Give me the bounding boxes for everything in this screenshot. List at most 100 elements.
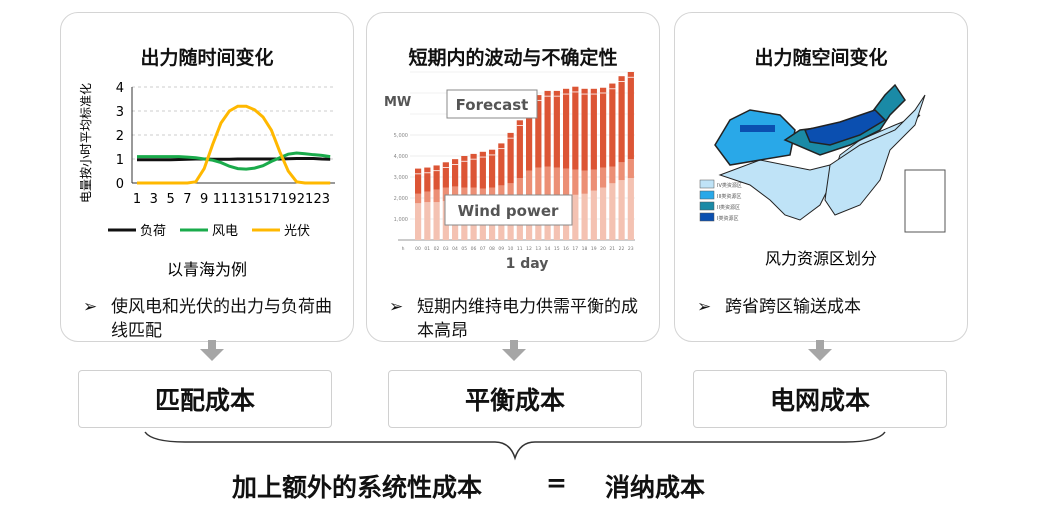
bar-segment	[498, 185, 505, 200]
bar-segment	[535, 95, 542, 168]
bottom-right-text: 消纳成本	[605, 473, 706, 502]
bar-segment	[572, 194, 579, 240]
y-tick-label: 2	[116, 129, 124, 144]
bar-segment	[442, 162, 449, 188]
x-tick-label: 02	[434, 246, 440, 252]
bar-segment	[526, 111, 533, 171]
bar-segment	[516, 120, 523, 179]
x-tick-label: 00	[415, 246, 421, 252]
chart-caption: 以青海为例	[166, 260, 247, 279]
legend-swatch	[699, 190, 715, 200]
x-tick-label: 04	[452, 246, 458, 252]
x-tick-label: 05	[461, 246, 467, 252]
bar-segment	[544, 166, 551, 196]
legend-swatch	[699, 212, 715, 222]
x-tick-label: 5	[166, 192, 174, 207]
bar-segment	[452, 159, 459, 187]
bullet-item: ➢ 短期内维持电力供需平衡的成本高昂	[389, 295, 639, 343]
bar-segment	[489, 149, 496, 188]
series-line-1	[137, 151, 331, 171]
matching-cost-box: 匹配成本	[78, 370, 332, 428]
bar-segment	[581, 170, 588, 194]
x-tick-label: 21	[609, 246, 615, 252]
curly-brace	[144, 431, 886, 461]
bullet-item: ➢ 跨省跨区输送成本	[697, 295, 947, 319]
bar-segment	[507, 132, 514, 184]
annotation-box	[446, 89, 538, 119]
bullet-arrow-icon: ➢	[83, 297, 98, 317]
legend-label: I类资源区	[717, 215, 738, 222]
map-region-iv-east	[824, 94, 926, 216]
bar-segment	[415, 168, 422, 194]
equals-sign: =	[546, 468, 567, 497]
map-caption: 风力资源区划分	[764, 249, 877, 268]
x-tick-label: 20	[600, 246, 606, 252]
bullet-arrow-icon: ➢	[697, 297, 712, 317]
bar-segment	[572, 86, 579, 170]
bar-segment	[609, 183, 616, 240]
bar-segment	[433, 189, 440, 203]
y-axis-label: MW	[384, 95, 411, 110]
x-axis-label: 1 day	[506, 256, 549, 272]
x-tick-label: 23	[314, 192, 331, 207]
bar-segment	[609, 166, 616, 184]
bar-segment	[600, 187, 607, 240]
bar-segment	[627, 72, 634, 160]
bar-segment	[424, 167, 431, 192]
x-tick-label: 08	[489, 246, 495, 252]
x-tick-label: 7	[183, 192, 191, 207]
bar-segment	[461, 187, 468, 201]
bar-segment	[618, 162, 625, 181]
x-tick-label: 14	[545, 246, 551, 252]
bar-segment	[433, 165, 440, 190]
x-tick-label: 23	[628, 246, 634, 252]
x-tick-label: 19	[280, 192, 297, 207]
bar-segment	[553, 90, 560, 168]
legend-swatch	[699, 179, 715, 189]
y-tick-label: 1,000	[394, 217, 408, 223]
bar-segment	[470, 187, 477, 201]
forecast-annotation: Forecast	[456, 96, 529, 114]
y-tick-label: 2,000	[394, 196, 408, 202]
x-tick-label: 10	[508, 246, 514, 252]
card-title: 出力随空间变化	[754, 47, 888, 69]
bar-segment	[600, 87, 607, 168]
bar-segment	[581, 193, 588, 240]
x-tick-label: 18	[582, 246, 588, 252]
bar-segment	[553, 167, 560, 196]
bar-segment	[572, 169, 579, 195]
y-tick-label: 3,000	[394, 175, 408, 181]
forecast-bar-chart: 1,000 2,000 3,000 4,000 5,000 h 00 01 02 03 04 05 06…	[384, 71, 635, 272]
legend-label: 风电	[212, 224, 238, 239]
bar-segment	[452, 186, 459, 201]
bullet-text: 使风电和光伏的出力与负荷曲线匹配	[111, 297, 332, 341]
bar-segment	[516, 178, 523, 197]
x-tick-label: 01	[424, 246, 430, 252]
legend-label: IV类资源区	[717, 182, 742, 189]
legend-label: 光伏	[284, 224, 310, 239]
map-region-i	[803, 109, 887, 146]
x-tick-label: 03	[443, 246, 449, 252]
legend-label: 负荷	[140, 224, 166, 239]
bar-segment	[563, 88, 570, 169]
x-tick-label: 06	[471, 246, 477, 252]
bullet-arrow-icon: ➢	[389, 297, 404, 317]
bar-segment	[424, 202, 431, 240]
x-tick-label: h	[402, 246, 405, 252]
x-tick-label: 19	[591, 246, 597, 252]
balancing-cost-box: 平衡成本	[388, 370, 642, 428]
bar-segment	[415, 203, 422, 240]
bar-segment	[526, 170, 533, 196]
x-tick-label: 3	[150, 192, 158, 207]
bar-segment	[479, 151, 486, 189]
y-tick-label: 1	[116, 153, 124, 168]
bar-segment	[618, 180, 625, 240]
bar-segment	[433, 202, 440, 240]
bottom-left-text: 加上额外的系统性成本	[232, 473, 483, 502]
bar-segment	[424, 191, 431, 203]
legend-swatch	[699, 201, 715, 211]
bullet-text: 跨省跨区输送成本	[725, 297, 861, 317]
wind-power-annotation: Wind power	[458, 202, 559, 220]
y-tick-label: 4	[116, 81, 124, 96]
bar-segment	[590, 190, 597, 240]
